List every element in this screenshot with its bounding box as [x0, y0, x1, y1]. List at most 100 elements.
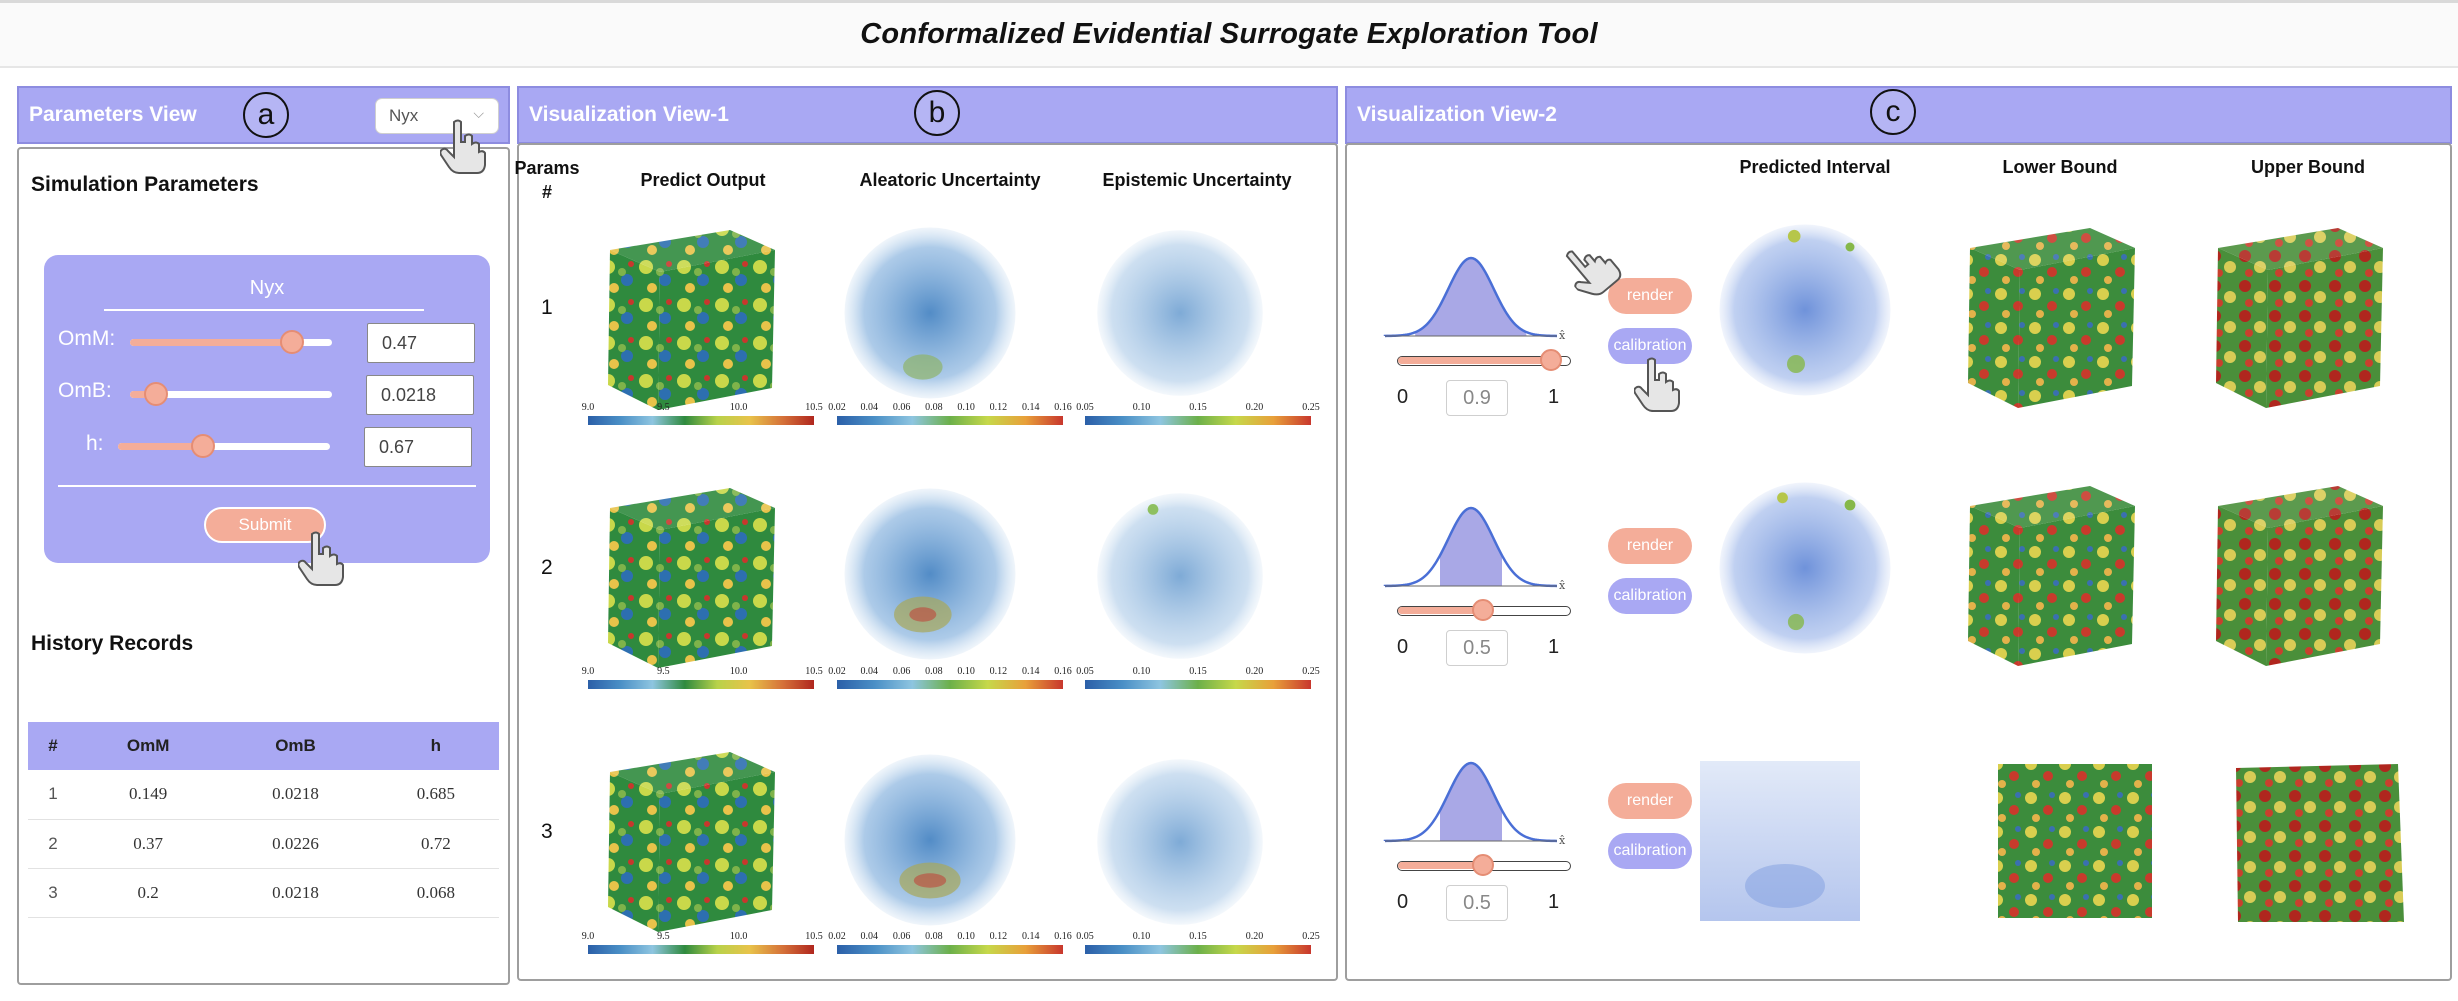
calibration-button[interactable]: calibration — [1608, 328, 1692, 364]
colorbar-tick-label: 9.5 — [657, 931, 670, 942]
h-slider[interactable] — [118, 434, 330, 458]
colorbar-tick-label: 0.10 — [957, 402, 975, 413]
predict-output-colorbar: 9.0 9.5 10.0 10.5 — [582, 931, 823, 955]
h-input[interactable]: 0.67 — [364, 427, 472, 467]
confidence-distribution: x̂ — [1383, 761, 1566, 847]
confidence-band — [1440, 508, 1502, 586]
colorbar-tick-label: 0.12 — [989, 666, 1008, 677]
table-row[interactable]: 1 0.149 0.0218 0.685 — [28, 770, 499, 820]
confidence-slider-thumb[interactable] — [1472, 599, 1494, 621]
row-label-2: 2 — [541, 556, 553, 579]
table-cell: 0.72 — [372, 819, 499, 869]
colorbar-tick-label: 0.06 — [892, 666, 911, 677]
distribution-axis-symbol: x̂ — [1559, 834, 1566, 847]
history-col-omm: OmM — [78, 722, 219, 770]
confidence-slider[interactable] — [1397, 599, 1571, 621]
confidence-value-input[interactable]: 0.5 — [1446, 885, 1508, 921]
parameters-view-title: Parameters View — [29, 103, 197, 126]
render-button[interactable]: render — [1608, 278, 1692, 314]
colorbar-tick-label: 0.04 — [860, 931, 879, 942]
simulation-parameters-heading: Simulation Parameters — [31, 173, 259, 196]
submit-button[interactable]: Submit — [204, 507, 326, 543]
colorbar-tick-label: 0.02 — [828, 931, 846, 942]
upper-bound-volume — [2216, 228, 2383, 408]
simulation-dataset-label: Nyx — [249, 277, 285, 299]
col-predicted-interval: Predicted Interval — [1739, 157, 1891, 177]
render-button[interactable]: render — [1608, 528, 1692, 564]
h-slider-fill — [118, 443, 203, 450]
omm-slider[interactable] — [130, 330, 332, 354]
colorbar-tick-label: 10.5 — [805, 931, 823, 942]
colorbar-tick-label: 9.5 — [657, 666, 670, 677]
confidence-slider-fill — [1398, 357, 1551, 364]
table-row[interactable]: 3 0.2 0.0218 0.068 — [28, 868, 499, 918]
col-predict-output: Predict Output — [640, 170, 766, 190]
colorbar-tick-label: 9.0 — [581, 402, 595, 413]
colorbar-tick-label: 0.10 — [1132, 402, 1151, 413]
render-button[interactable]: render — [1608, 783, 1692, 819]
colorbar-tick-label: 0.15 — [1189, 666, 1207, 677]
calibration-button[interactable]: calibration — [1608, 578, 1692, 614]
aleatoric-uncertainty-volume — [844, 227, 1016, 399]
confidence-slider-thumb[interactable] — [1472, 854, 1494, 876]
omm-input[interactable]: 0.47 — [367, 323, 475, 363]
colorbar-tick-label: 10.5 — [805, 666, 823, 677]
confidence-slider[interactable] — [1397, 854, 1571, 876]
pointing-hand-icon — [298, 531, 344, 586]
dataset-dropdown-value: Nyx — [389, 106, 419, 125]
h-slider-thumb[interactable] — [190, 434, 215, 458]
chevron-down-icon: ⌵ — [473, 105, 484, 121]
colorbar-gradient — [588, 945, 814, 954]
predict-output-colorbar: 9.0 9.5 10.0 10.5 — [582, 402, 823, 426]
colorbar-gradient — [837, 945, 1063, 954]
predicted-interval-volume — [1719, 482, 1891, 654]
predict-output-volume — [608, 488, 775, 668]
colorbar-tick-label: 0.02 — [828, 402, 846, 413]
colorbar-tick-label: 0.20 — [1245, 402, 1264, 413]
omb-slider[interactable] — [130, 382, 332, 406]
history-header-row: # OmM OmB h — [28, 722, 499, 770]
confidence-value-input[interactable]: 0.9 — [1446, 380, 1508, 416]
table-cell: 0.0226 — [218, 819, 373, 869]
confidence-value-input[interactable]: 0.5 — [1446, 630, 1508, 666]
colorbar-tick-label: 0.10 — [957, 666, 975, 677]
colorbar-tick-label: 0.14 — [1021, 402, 1040, 413]
omm-slider-fill — [130, 339, 292, 346]
row-label-3: 3 — [541, 820, 553, 843]
confidence-slider-thumb[interactable] — [1540, 349, 1562, 371]
dataset-dropdown[interactable]: Nyx ⌵ — [375, 98, 499, 134]
calibration-button[interactable]: calibration — [1608, 833, 1692, 869]
colorbar-tick-label: 0.16 — [1054, 666, 1072, 677]
confidence-slider[interactable] — [1397, 349, 1571, 371]
colorbar-tick-label: 10.0 — [729, 402, 748, 413]
colorbar-tick-label: 9.0 — [581, 666, 595, 677]
panel-badge-a: a — [243, 92, 289, 138]
predicted-interval-volume — [1719, 224, 1891, 396]
table-cell: 0.0218 — [218, 868, 373, 918]
table-cell: 0.685 — [372, 770, 499, 820]
lower-bound-volume — [1998, 764, 2152, 918]
confidence-max-label: 1 — [1548, 891, 1560, 913]
colorbar-tick-label: 0.08 — [925, 666, 943, 677]
colorbar-tick-label: 0.12 — [989, 931, 1008, 942]
omb-input[interactable]: 0.0218 — [366, 375, 474, 415]
aleatoric-colorbar: 0.02 0.04 0.06 0.08 0.10 0.12 0.14 0.16 — [828, 666, 1072, 690]
omb-slider-thumb[interactable] — [144, 382, 169, 406]
distribution-curve — [1383, 256, 1558, 338]
confidence-max-label: 1 — [1548, 386, 1560, 408]
app-title: Conformalized Evidential Surrogate Explo… — [860, 18, 1598, 50]
colorbar-tick-label: 0.05 — [1076, 402, 1094, 413]
colorbar-tick-label: 0.14 — [1021, 666, 1040, 677]
vis-view-1-title: Visualization View-1 — [529, 103, 729, 126]
colorbar-tick-label: 0.02 — [828, 666, 846, 677]
col-lower-bound: Lower Bound — [2002, 157, 2118, 177]
distribution-axis-symbol: x̂ — [1559, 329, 1566, 342]
table-row[interactable]: 2 0.37 0.0226 0.72 — [28, 819, 499, 869]
colorbar-tick-label: 0.05 — [1076, 666, 1094, 677]
table-cell: 0.068 — [372, 868, 499, 918]
colorbar-gradient — [837, 416, 1063, 425]
omm-slider-thumb[interactable] — [279, 330, 304, 354]
colorbar-gradient — [1085, 680, 1311, 689]
param-label-omm: OmM: — [58, 327, 116, 350]
